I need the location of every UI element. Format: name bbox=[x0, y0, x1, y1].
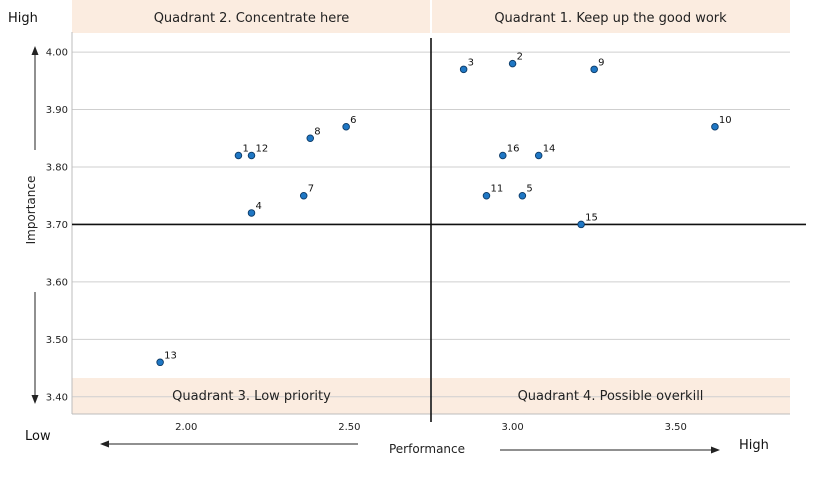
quadrant-dividers bbox=[72, 38, 806, 422]
quadrant-2-label: Quadrant 2. Concentrate here bbox=[154, 11, 350, 26]
data-point-7 bbox=[299, 191, 308, 200]
y-tick-label: 3.50 bbox=[46, 335, 68, 346]
point-label-8: 8 bbox=[314, 126, 320, 137]
data-point-9 bbox=[590, 65, 598, 74]
data-point-14 bbox=[534, 151, 543, 160]
quadrant-4-label: Quadrant 4. Possible overkill bbox=[518, 389, 704, 404]
data-point-4 bbox=[247, 209, 256, 217]
y-axis-arrows bbox=[31, 46, 39, 404]
x-tick-label: 3.00 bbox=[501, 422, 523, 433]
data-point-2 bbox=[508, 59, 517, 68]
corner-label-low: Low bbox=[25, 429, 51, 444]
y-tick-labels: 4.00 3.90 3.80 3.70 3.60 3.50 3.40 bbox=[46, 48, 68, 404]
data-point-3 bbox=[459, 65, 468, 74]
data-point-10 bbox=[711, 123, 719, 131]
x-tick-labels: 2.00 2.50 3.00 3.50 bbox=[175, 422, 687, 433]
data-point-5 bbox=[518, 191, 527, 200]
point-label-14: 14 bbox=[543, 144, 556, 155]
x-right-arrowhead bbox=[711, 446, 720, 454]
data-point-8 bbox=[306, 134, 314, 143]
y-down-arrowhead bbox=[31, 395, 39, 404]
quadrant-labels: Quadrant 2. Concentrate here Quadrant 1. … bbox=[154, 11, 727, 404]
point-label-9: 9 bbox=[598, 57, 604, 68]
quadrant-bands bbox=[72, 0, 790, 414]
point-label-15: 15 bbox=[585, 212, 598, 223]
data-point-13 bbox=[156, 358, 164, 367]
data-point-1 bbox=[234, 151, 243, 160]
y-tick-label: 3.40 bbox=[46, 392, 68, 403]
data-point-15 bbox=[577, 220, 585, 229]
data-point-16 bbox=[499, 151, 507, 160]
band-bottom-right bbox=[432, 378, 790, 414]
y-tick-label: 3.70 bbox=[46, 220, 68, 231]
x-tick-label: 3.50 bbox=[665, 422, 687, 433]
x-left-arrowhead bbox=[100, 440, 109, 448]
x-axis-title: Performance bbox=[389, 442, 465, 456]
point-label-5: 5 bbox=[526, 184, 532, 195]
quadrant-1-label: Quadrant 1. Keep up the good work bbox=[494, 11, 727, 26]
y-axis-title: Importance bbox=[24, 176, 38, 245]
point-label-11: 11 bbox=[490, 184, 503, 195]
x-tick-label: 2.00 bbox=[175, 422, 197, 433]
y-tick-label: 3.80 bbox=[46, 162, 68, 173]
corner-label-high-top: High bbox=[8, 11, 38, 26]
data-point-11 bbox=[482, 191, 491, 200]
y-tick-label: 3.90 bbox=[46, 105, 68, 116]
point-label-1: 1 bbox=[242, 144, 248, 155]
point-label-3: 3 bbox=[468, 57, 474, 68]
point-label-16: 16 bbox=[507, 144, 520, 155]
point-label-6: 6 bbox=[350, 115, 356, 126]
point-label-7: 7 bbox=[308, 184, 314, 195]
data-point-6 bbox=[342, 123, 350, 131]
y-tick-label: 4.00 bbox=[46, 48, 68, 59]
point-label-10: 10 bbox=[719, 115, 732, 126]
x-axis-arrows bbox=[100, 440, 720, 454]
quadrant-3-label: Quadrant 3. Low priority bbox=[172, 389, 331, 404]
band-bottom-left bbox=[72, 378, 430, 414]
x-tick-label: 2.50 bbox=[338, 422, 360, 433]
corner-label-high-right: High bbox=[739, 438, 769, 453]
point-label-2: 2 bbox=[517, 52, 523, 63]
point-label-12: 12 bbox=[256, 144, 269, 155]
point-label-4: 4 bbox=[256, 201, 262, 212]
band-top-left bbox=[72, 0, 430, 33]
data-point-12 bbox=[247, 151, 256, 160]
y-tick-label: 3.60 bbox=[46, 277, 68, 288]
point-label-13: 13 bbox=[164, 350, 177, 361]
y-up-arrowhead bbox=[31, 46, 39, 55]
band-top-right bbox=[432, 0, 790, 33]
